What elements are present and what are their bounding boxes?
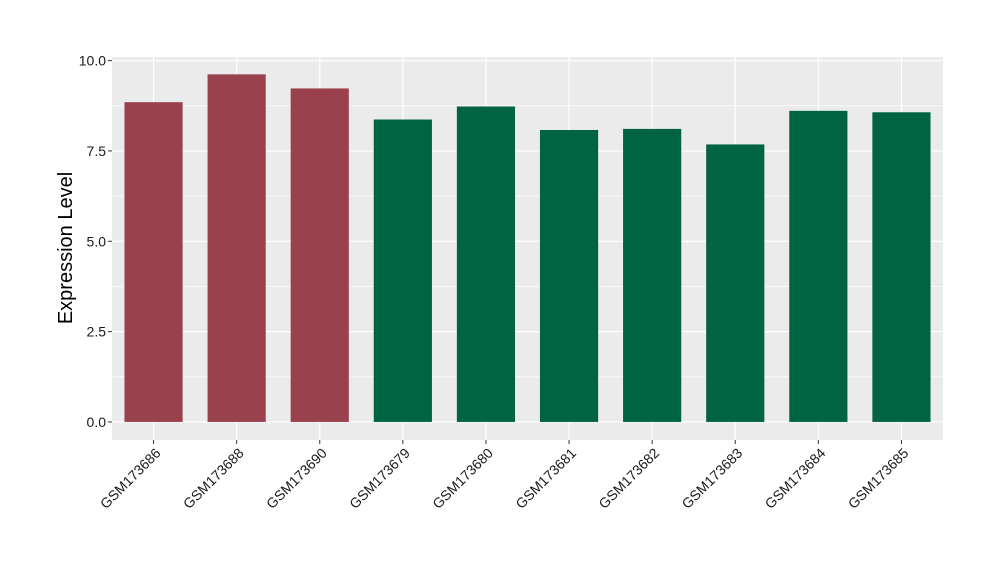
bar-GSM173680 — [456, 106, 516, 422]
x-tick-label: GSM173686 — [97, 445, 164, 512]
x-tick-label: GSM173690 — [263, 445, 330, 512]
x-tick-label: GSM173680 — [429, 445, 496, 512]
x-tick-label: GSM173681 — [512, 445, 579, 512]
bar-GSM173686 — [124, 102, 183, 422]
x-tick-label: GSM173684 — [762, 445, 829, 512]
x-tick-label: GSM173688 — [180, 445, 247, 512]
bar-GSM173688 — [207, 74, 266, 422]
y-tick-label: 5.0 — [87, 233, 107, 249]
y-tick-label: 0.0 — [87, 414, 107, 430]
y-tick-label: 2.5 — [87, 324, 107, 340]
bar-GSM173685 — [872, 112, 931, 422]
bar-GSM173681 — [539, 129, 599, 422]
y-tick-label: 7.5 — [87, 143, 107, 159]
bar-GSM173679 — [373, 119, 432, 422]
x-axis: GSM173686 GSM173688 GSM173690 GSM173679 GSM1… — [97, 440, 912, 512]
y-tick-label: 10.0 — [79, 53, 106, 69]
x-tick-label: GSM173679 — [346, 445, 413, 512]
x-tick-label: GSM173683 — [678, 445, 745, 512]
bar-GSM173690 — [290, 88, 349, 422]
x-tick-label: GSM173682 — [595, 445, 662, 512]
x-tick-label: GSM173685 — [845, 445, 912, 512]
y-axis-title: Expression Level — [55, 172, 77, 324]
bars — [124, 74, 931, 422]
y-axis: 0.0 2.5 5.0 7.5 10.0 — [79, 53, 112, 430]
bar-GSM173682 — [623, 128, 682, 422]
bar-GSM173683 — [706, 144, 765, 422]
bar-GSM173684 — [789, 110, 848, 422]
